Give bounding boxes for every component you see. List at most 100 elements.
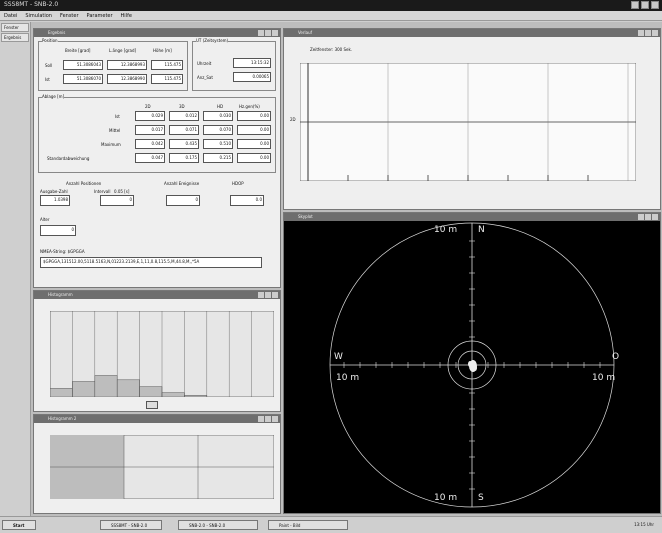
ablage-max-3d[interactable]: 0.435: [169, 139, 199, 149]
maximize-button[interactable]: [645, 214, 651, 220]
skyplot-south-label: S: [478, 493, 484, 503]
close-button[interactable]: [651, 1, 659, 9]
histogram-scroll-handle[interactable]: [146, 401, 158, 409]
histogram2-window-titlebar: Histogramm 2: [34, 415, 280, 423]
uhrzeit-label: Uhrzeit: [197, 61, 212, 66]
left-tab-ergebnis[interactable]: Ergebnis: [1, 33, 29, 42]
results-window: Ergebnis Position Breite [grad] L.änge […: [33, 28, 281, 288]
menu-parameter[interactable]: Parameter: [86, 12, 113, 19]
ablage-max-hz[interactable]: 0.00: [237, 139, 271, 149]
uhrzeit-field[interactable]: 13:15:32: [233, 58, 271, 68]
ablage-max-hd[interactable]: 0.510: [203, 139, 233, 149]
mdi-area: Ergebnis Position Breite [grad] L.änge […: [31, 22, 662, 516]
close-button[interactable]: [652, 30, 658, 36]
histogram-plot: [50, 311, 274, 397]
intervall-value-label: 0.05 [s]: [114, 189, 130, 194]
skyplot-window-title: Skyplot: [298, 214, 313, 219]
ablage-mittel-hz[interactable]: 0.00: [237, 125, 271, 135]
close-button[interactable]: [272, 416, 278, 422]
ablage-std-hz[interactable]: 0.00: [237, 153, 271, 163]
minimize-button[interactable]: [258, 30, 264, 36]
ablage-ist-hz[interactable]: 0.00: [237, 111, 271, 121]
ablage-ist-hd[interactable]: 0.030: [203, 111, 233, 121]
histogram-bar: [94, 375, 118, 397]
close-button[interactable]: [652, 214, 658, 220]
ablage-mittel-hd[interactable]: 0.070: [203, 125, 233, 135]
ut-group: UT (Zeitsystem) Uhrzeit 13:15:32 Anz_Sat…: [192, 38, 276, 91]
maximize-button[interactable]: [645, 30, 651, 36]
alter-field[interactable]: 0: [40, 225, 76, 236]
taskbar-item-sss8mt[interactable]: SSS8MT - SNB-2.0: [100, 520, 162, 530]
skyplot-window: Skyplot 10 m N 10 m S W 10 m O 10 m: [283, 212, 661, 514]
left-tab-fenster[interactable]: Fenster: [1, 23, 29, 32]
skyplot-top-scale: 10 m: [434, 225, 458, 235]
scatter-ylabel: 2D: [290, 117, 296, 122]
ablage-ist-3d[interactable]: 0.012: [169, 111, 199, 121]
col-hz: Hz.gen(%): [239, 104, 260, 109]
menubar: Datei Simulation Fenster Parameter Hilfe: [0, 11, 662, 21]
ablage-std-2d[interactable]: 0.047: [135, 153, 165, 163]
soll-breite-field[interactable]: 51.3086043: [63, 60, 103, 70]
position-group: Position Breite [grad] L.änge [grad] Höh…: [38, 38, 188, 91]
ereignisse-field[interactable]: 0: [166, 195, 200, 206]
maximize-button[interactable]: [265, 416, 271, 422]
minimize-button[interactable]: [631, 1, 639, 9]
histogram-bar: [139, 386, 163, 397]
positionen-field[interactable]: 0: [100, 195, 134, 206]
ablage-group-label: Ablage [m]: [42, 94, 65, 99]
maximize-button[interactable]: [265, 30, 271, 36]
ist-hoehe-field[interactable]: 115.475: [151, 74, 183, 84]
ablage-std-3d[interactable]: 0.175: [169, 153, 199, 163]
menu-simulation[interactable]: Simulation: [25, 12, 52, 19]
anz-sat-field[interactable]: 0.00065: [233, 72, 271, 82]
minimize-button[interactable]: [258, 416, 264, 422]
menu-hilfe[interactable]: Hilfe: [120, 12, 132, 19]
ablage-std-hd[interactable]: 0.215: [203, 153, 233, 163]
ablage-mittel-3d[interactable]: 0.071: [169, 125, 199, 135]
ablage-max-2d[interactable]: 0.042: [135, 139, 165, 149]
hdop-field[interactable]: 0.0: [230, 195, 264, 206]
histogram2-plot: [50, 435, 274, 499]
minimize-button[interactable]: [638, 214, 644, 220]
maximize-button[interactable]: [641, 1, 649, 9]
maximize-button[interactable]: [265, 292, 271, 298]
col-hoehe: Höhe [m]: [153, 48, 172, 53]
menu-fenster[interactable]: Fenster: [59, 12, 79, 19]
ablage-maximum-label: Maximum: [101, 142, 121, 147]
ist-laenge-field[interactable]: 12.3868990: [107, 74, 147, 84]
ablage-std-label: Standardabweichung: [47, 156, 90, 161]
taskbar-item-paint[interactable]: Paint - Bild: [268, 520, 348, 530]
nmea-field[interactable]: $GPGGA,131512.00,5118.5163,N,01223.2139,…: [40, 257, 262, 268]
row-soll-label: Soll: [45, 63, 53, 68]
skyplot-west-label: W: [334, 352, 343, 362]
position-group-label: Position: [42, 38, 58, 43]
results-window-titlebar: Ergebnis: [34, 29, 280, 37]
menu-datei[interactable]: Datei: [4, 12, 18, 19]
start-button[interactable]: Start: [2, 520, 36, 530]
close-button[interactable]: [272, 292, 278, 298]
skyplot-right-scale: 10 m: [592, 373, 616, 383]
left-toolstrip: Fenster Ergebnis: [0, 22, 31, 516]
soll-laenge-field[interactable]: 12.3868993: [107, 60, 147, 70]
soll-hoehe-field[interactable]: 115.475: [151, 60, 183, 70]
histogram-bar: [72, 381, 96, 397]
skyplot: [329, 222, 615, 508]
ablage-mittel-2d[interactable]: 0.017: [135, 125, 165, 135]
close-button[interactable]: [272, 30, 278, 36]
ist-breite-field[interactable]: 51.3086070: [63, 74, 103, 84]
histogram2-window: Histogramm 2: [33, 414, 281, 514]
histogram-window-titlebar: Histogramm: [34, 291, 280, 299]
taskbar-item-snb[interactable]: SNB-2.0 - SNB-2.0: [178, 520, 258, 530]
ablage-ist-2d[interactable]: 0.029: [135, 111, 165, 121]
anzahl-positionen-label: Anzahl Positionen: [66, 181, 102, 186]
histogram-window: Histogramm: [33, 290, 281, 412]
histogram-window-title: Histogramm: [48, 292, 73, 297]
col-2d: 2D: [145, 104, 151, 109]
minimize-button[interactable]: [638, 30, 644, 36]
ausgabe-zahl-field[interactable]: 1.0398: [40, 195, 70, 206]
minimize-button[interactable]: [258, 292, 264, 298]
results-window-title: Ergebnis: [48, 30, 66, 35]
ausgabe-zahl-label: Ausgabe-Zahl: [40, 189, 68, 194]
zeitfenster-label: Zeitfenster: 300 Sek.: [310, 47, 353, 52]
timeseries-window-title: Verlauf: [298, 30, 313, 35]
